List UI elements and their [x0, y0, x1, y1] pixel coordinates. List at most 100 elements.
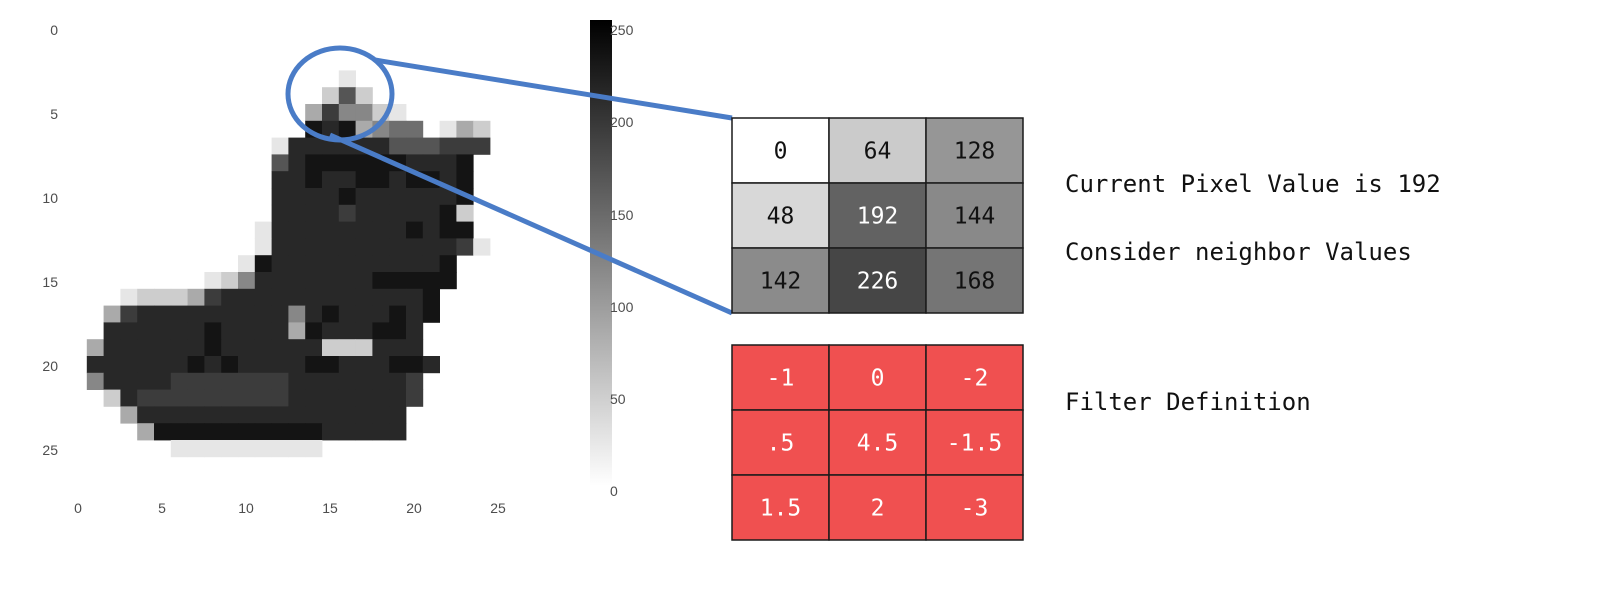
image-pixel	[355, 154, 373, 172]
filter-grid-value: 0	[871, 366, 885, 392]
image-pixel	[137, 406, 155, 424]
image-pixel	[372, 372, 390, 390]
image-pixel	[221, 440, 239, 458]
image-pixel	[322, 356, 340, 374]
image-pixel	[103, 356, 121, 374]
image-pixel	[338, 87, 356, 105]
image-pixel	[271, 305, 289, 323]
image-pixel	[372, 238, 390, 256]
image-pixel	[221, 339, 239, 357]
image-pixel	[238, 322, 256, 340]
image-pixel	[372, 339, 390, 357]
image-pixel	[187, 423, 205, 441]
image-pixel	[406, 305, 424, 323]
image-pixel	[389, 255, 407, 273]
pixel-grid-cell	[731, 247, 830, 314]
filter-grid-cell	[828, 344, 927, 411]
image-pixel	[238, 423, 256, 441]
image-pixel	[305, 322, 323, 340]
image-pixel	[389, 356, 407, 374]
image-pixel	[456, 238, 474, 256]
image-pixel	[271, 339, 289, 357]
pixel-grid-cell	[731, 117, 830, 184]
image-pixel	[137, 305, 155, 323]
image-pixel	[372, 272, 390, 290]
colorbar-ticks: 250 200 150 100 50 0	[610, 22, 634, 499]
filter-grid-value: -2	[961, 366, 989, 392]
image-pixel	[254, 305, 272, 323]
x-tick-label: 5	[158, 500, 166, 516]
image-pixel	[422, 188, 440, 206]
y-axis-ticks: 0 5 10 15 20 25	[42, 22, 58, 458]
image-pixel	[221, 305, 239, 323]
image-pixel	[389, 339, 407, 357]
x-tick-label: 25	[490, 500, 506, 516]
colorbar-tick-label: 200	[610, 114, 634, 130]
image-pixel	[120, 305, 138, 323]
image-pixel	[355, 372, 373, 390]
image-pixel	[271, 372, 289, 390]
image-pixel	[137, 389, 155, 407]
image-pixel	[338, 272, 356, 290]
image-pixel	[355, 204, 373, 222]
image-pixel	[355, 423, 373, 441]
image-pixel	[473, 137, 491, 155]
filter-definition-label: Filter Definition	[1065, 388, 1311, 416]
connector-line-top	[374, 57, 733, 121]
image-pixel	[288, 255, 306, 273]
image-pixel	[170, 288, 188, 306]
image-pixel	[338, 356, 356, 374]
image-pixel	[372, 204, 390, 222]
image-pixel	[322, 238, 340, 256]
image-pixel	[288, 204, 306, 222]
image-pixel	[355, 272, 373, 290]
image-pixel	[338, 423, 356, 441]
image-pixel	[322, 188, 340, 206]
image-pixel	[338, 120, 356, 138]
image-pixel	[305, 221, 323, 239]
image-pixel	[406, 389, 424, 407]
image-pixel	[187, 339, 205, 357]
image-pixel	[305, 154, 323, 172]
filter-grid-value: .5	[767, 431, 795, 457]
image-pixel	[254, 221, 272, 239]
image-pixel	[254, 389, 272, 407]
image-pixel	[456, 221, 474, 239]
image-pixel	[322, 221, 340, 239]
image-pixel	[238, 372, 256, 390]
image-pixel	[271, 137, 289, 155]
image-pixel	[204, 288, 222, 306]
image-pixel	[338, 322, 356, 340]
image-pixel	[322, 87, 340, 105]
image-pixel	[389, 322, 407, 340]
image-pixel	[338, 339, 356, 357]
image-pixel	[271, 389, 289, 407]
image-pixel	[238, 305, 256, 323]
image-pixel	[254, 423, 272, 441]
image-pixel	[288, 389, 306, 407]
x-tick-label: 0	[74, 500, 82, 516]
image-pixel	[187, 288, 205, 306]
image-pixel	[238, 255, 256, 273]
x-axis-ticks: 0 5 10 15 20 25	[74, 500, 506, 516]
image-pixel	[86, 372, 104, 390]
pixel-grid-value: 226	[857, 269, 899, 295]
image-pixel	[322, 104, 340, 122]
image-pixel	[338, 389, 356, 407]
image-pixel	[322, 171, 340, 189]
pixel-grid-value: 48	[767, 204, 795, 230]
image-pixel	[254, 288, 272, 306]
filter-grid-cell	[828, 409, 927, 476]
image-pixel	[372, 288, 390, 306]
pixel-grid-value: 192	[857, 204, 899, 230]
image-pixel	[338, 238, 356, 256]
image-pixel	[137, 339, 155, 357]
image-pixel	[305, 406, 323, 424]
image-pixel	[389, 137, 407, 155]
image-pixel	[120, 406, 138, 424]
image-pixel	[238, 389, 256, 407]
image-pixel	[204, 423, 222, 441]
image-pixel	[254, 440, 272, 458]
image-pixel	[305, 104, 323, 122]
image-pixel	[439, 154, 457, 172]
